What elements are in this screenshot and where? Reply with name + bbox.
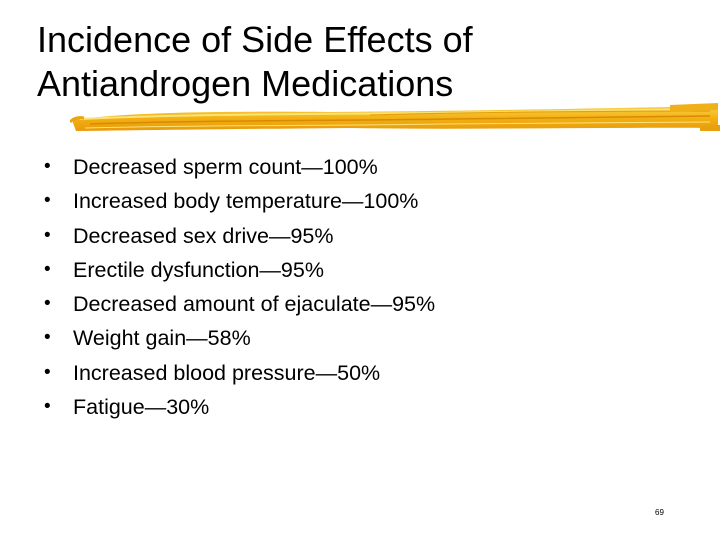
bullet-item: • Fatigue—30% (44, 390, 435, 424)
bullet-item: • Decreased sex drive—95% (44, 219, 435, 253)
title-line-2: Antiandrogen Medications (37, 63, 454, 104)
title-line-1: Incidence of Side Effects of (37, 19, 473, 60)
bullet-dot: • (44, 327, 51, 349)
bullet-list: • Decreased sperm count—100% • Increased b… (44, 150, 435, 424)
bullet-item: • Decreased amount of ejaculate—95% (44, 287, 435, 321)
bullet-dot: • (44, 224, 51, 246)
bullet-text: Weight gain—58% (73, 326, 251, 351)
bullet-dot: • (44, 396, 51, 418)
bullet-text: Increased body temperature—100% (73, 189, 419, 214)
bullet-item: • Increased body temperature—100% (44, 184, 435, 218)
bullet-text: Decreased sex drive—95% (73, 223, 334, 248)
bullet-dot: • (44, 361, 51, 383)
bullet-dot: • (44, 258, 51, 280)
bullet-text: Decreased sperm count—100% (73, 155, 378, 179)
brush-stroke-underline (70, 103, 720, 131)
bullet-dot: • (44, 293, 51, 315)
bullet-item: • Erectile dysfunction—95% (44, 253, 435, 287)
bullet-dot: • (44, 156, 51, 177)
bullet-text: Decreased amount of ejaculate—95% (73, 292, 436, 317)
slide-title: Incidence of Side Effects of Antiandroge… (37, 18, 677, 106)
bullet-item: • Decreased sperm count—100% (44, 150, 435, 184)
bullet-text: Increased blood pressure—50% (73, 360, 381, 385)
bullet-item: • Increased blood pressure—50% (44, 356, 435, 390)
page-number: 69 (655, 508, 664, 517)
bullet-text: Erectile dysfunction—95% (73, 257, 324, 282)
bullet-item: • Weight gain—58% (44, 321, 435, 355)
bullet-text: Fatigue—30% (73, 395, 210, 420)
bullet-dot: • (44, 190, 51, 212)
